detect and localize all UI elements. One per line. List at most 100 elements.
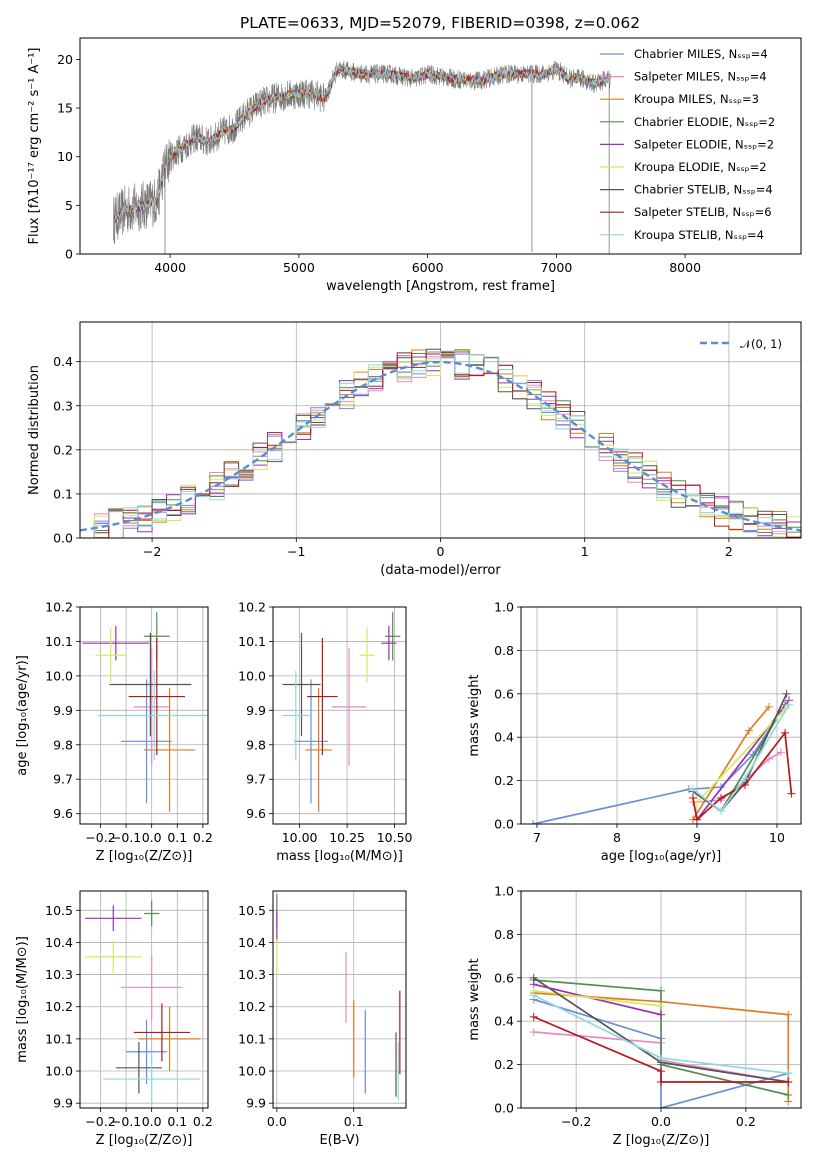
y-tick-label: 10.2 bbox=[238, 999, 266, 1014]
y-axis-label: age [log₁₀(age/yr)] bbox=[15, 655, 30, 776]
y-axis-label: Normed distribution bbox=[27, 365, 42, 495]
y-tick-label: 10.4 bbox=[45, 935, 73, 950]
y-tick-label: 9.7 bbox=[246, 772, 266, 787]
y-tick-label: 0.4 bbox=[494, 730, 514, 745]
y-tick-label: 10.0 bbox=[238, 1064, 266, 1079]
series-marker bbox=[741, 774, 749, 783]
series-marker bbox=[777, 748, 785, 757]
series-marker bbox=[529, 973, 538, 982]
series-marker bbox=[782, 689, 791, 698]
legend-entry: Salpeter MILES, Nₛₛₚ=4 bbox=[634, 70, 767, 84]
x-tick-label: 10.00 bbox=[282, 830, 318, 845]
series-marker bbox=[657, 1104, 665, 1108]
chart-title: PLATE=0633, MJD=52079, FIBERID=0398, z=0… bbox=[240, 14, 640, 32]
y-tick-label: 10.1 bbox=[45, 634, 73, 649]
series-marker bbox=[689, 785, 697, 794]
series-line-9 bbox=[692, 704, 790, 813]
x-tick-label: 2 bbox=[725, 544, 733, 559]
series-marker bbox=[529, 1028, 538, 1037]
x-axis-label: wavelength [Angstrom, rest frame] bbox=[326, 279, 555, 294]
x-tick-label: −2 bbox=[143, 544, 161, 559]
x-tick-label: 0.1 bbox=[167, 830, 187, 845]
spectrum-axes-frame bbox=[79, 37, 802, 255]
y-tick-label: 0.3 bbox=[53, 398, 73, 413]
x-tick-label: −0.1 bbox=[111, 830, 141, 845]
series-marker bbox=[657, 1002, 665, 1011]
x-tick-label: −0.2 bbox=[561, 1114, 591, 1129]
axes-frame bbox=[79, 606, 209, 825]
errorbar-point-5 bbox=[381, 625, 397, 661]
x-tick-label: 7000 bbox=[540, 260, 572, 275]
y-tick-label: 10.3 bbox=[238, 967, 266, 982]
age-vs-mass-points bbox=[282, 612, 401, 812]
axes-frame bbox=[520, 890, 802, 1109]
series-line-3 bbox=[533, 992, 790, 1102]
errorbar-point-2 bbox=[133, 648, 170, 766]
x-tick-label: 1 bbox=[581, 544, 589, 559]
series-line-8 bbox=[533, 1016, 789, 1083]
series-line-6 bbox=[696, 708, 786, 803]
errorbar-point-9 bbox=[282, 670, 310, 761]
y-axis-label: mass weight bbox=[467, 674, 482, 756]
errorbar-point-3 bbox=[138, 1006, 201, 1072]
errorbar-point-2 bbox=[120, 955, 183, 1020]
y-tick-label: 10.2 bbox=[45, 999, 73, 1014]
y-tick-label: 9.9 bbox=[53, 1096, 73, 1111]
series-line-6 bbox=[533, 989, 662, 1007]
y-tick-label: 0.6 bbox=[494, 686, 514, 701]
y-tick-label: 10.4 bbox=[238, 935, 266, 950]
errorbar-point-4 bbox=[144, 900, 160, 927]
x-tick-label: 8 bbox=[613, 830, 621, 845]
x-tick-label: 0.1 bbox=[167, 1114, 187, 1129]
errorbar-point-8 bbox=[133, 1003, 191, 1062]
y-tick-label: 9.9 bbox=[246, 703, 266, 718]
series-marker bbox=[765, 754, 773, 763]
x-tick-label: 6000 bbox=[412, 260, 444, 275]
series-marker bbox=[657, 1054, 665, 1063]
age-vs-Z-points bbox=[82, 612, 208, 812]
residual-histogram-9 bbox=[80, 350, 801, 538]
series-marker bbox=[657, 986, 665, 995]
errorbar-point-7 bbox=[109, 632, 192, 737]
x-tick-label: 0.2 bbox=[193, 1114, 213, 1129]
series-marker bbox=[787, 789, 796, 798]
y-tick-label: 5 bbox=[65, 198, 73, 213]
y-tick-label: 10.5 bbox=[45, 903, 73, 918]
y-tick-label: 1.0 bbox=[494, 600, 514, 615]
mass-vs-Z-points bbox=[85, 900, 201, 1105]
errorbar-point-4 bbox=[385, 612, 401, 661]
errorbar-point-6 bbox=[85, 940, 142, 973]
y-tick-label: 0.4 bbox=[53, 354, 73, 369]
y-tick-label: 10.2 bbox=[45, 600, 73, 615]
y-tick-label: 9.8 bbox=[246, 737, 266, 752]
x-axis-label: (data-model)/error bbox=[380, 563, 501, 578]
massweight-vs-age-series bbox=[529, 689, 796, 824]
x-tick-label: 0.1 bbox=[344, 1114, 364, 1129]
x-axis-label: Z [log₁₀(Z/Z⊙)] bbox=[96, 1133, 193, 1148]
errorbar-point-7 bbox=[115, 1042, 162, 1094]
axes-frame bbox=[272, 890, 407, 1109]
spectrum-data-line bbox=[113, 60, 611, 244]
x-tick-label: −0.1 bbox=[111, 1114, 141, 1129]
errorbar-point-8 bbox=[307, 638, 338, 756]
x-tick-label: 10 bbox=[769, 830, 785, 845]
y-tick-label: 0.0 bbox=[53, 531, 73, 546]
mass-vs-EBV-points bbox=[276, 894, 401, 1100]
series-marker bbox=[784, 1010, 793, 1019]
series-line-5 bbox=[533, 983, 662, 1016]
errorbar-point-3 bbox=[305, 687, 332, 812]
x-axis-label: age [log₁₀(age/yr)] bbox=[601, 849, 722, 864]
errorbar-point-7 bbox=[282, 632, 321, 737]
y-tick-label: 0.1 bbox=[53, 486, 73, 501]
y-tick-label: 9.8 bbox=[53, 737, 73, 752]
y-tick-label: 0.8 bbox=[494, 643, 514, 658]
x-tick-label: −0.2 bbox=[85, 830, 115, 845]
x-tick-label: 0.0 bbox=[142, 830, 162, 845]
series-marker bbox=[657, 1010, 665, 1019]
errorbar-point-9 bbox=[103, 1053, 201, 1105]
series-marker bbox=[689, 793, 697, 802]
series-line-8 bbox=[692, 730, 793, 822]
errorbar-point-6 bbox=[359, 627, 375, 683]
series-marker bbox=[529, 1012, 538, 1021]
x-tick-label: 0 bbox=[437, 544, 445, 559]
